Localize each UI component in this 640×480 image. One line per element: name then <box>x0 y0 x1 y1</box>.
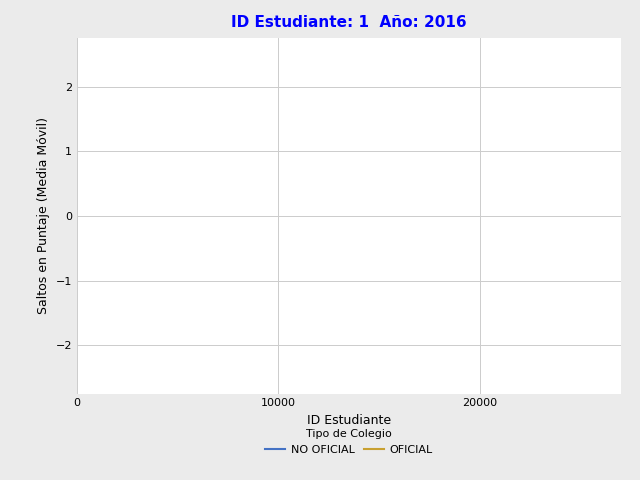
Legend: NO OFICIAL, OFICIAL: NO OFICIAL, OFICIAL <box>260 425 437 459</box>
Y-axis label: Saltos en Puntaje (Media Móvil): Saltos en Puntaje (Media Móvil) <box>37 118 50 314</box>
Title: ID Estudiante: 1  Año: 2016: ID Estudiante: 1 Año: 2016 <box>231 15 467 30</box>
X-axis label: ID Estudiante: ID Estudiante <box>307 414 391 427</box>
